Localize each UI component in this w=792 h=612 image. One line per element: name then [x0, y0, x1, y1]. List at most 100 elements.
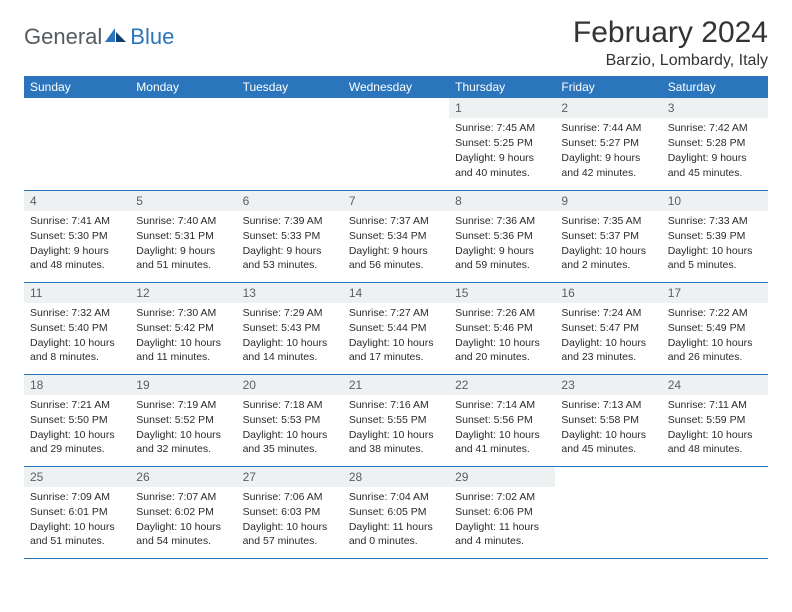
calendar-page: General Blue February 2024 Barzio, Lomba…: [0, 0, 792, 575]
calendar-cell: 23Sunrise: 7:13 AMSunset: 5:58 PMDayligh…: [555, 374, 661, 466]
calendar-head: SundayMondayTuesdayWednesdayThursdayFrid…: [24, 76, 768, 98]
calendar-cell: 18Sunrise: 7:21 AMSunset: 5:50 PMDayligh…: [24, 374, 130, 466]
sunrise-text: Sunrise: 7:32 AM: [30, 306, 124, 320]
sunrise-text: Sunrise: 7:35 AM: [561, 214, 655, 228]
sunset-text: Sunset: 5:53 PM: [243, 413, 337, 427]
calendar-cell: 3Sunrise: 7:42 AMSunset: 5:28 PMDaylight…: [662, 98, 768, 190]
calendar-cell: [662, 466, 768, 558]
day-number: 19: [130, 375, 236, 395]
sunrise-text: Sunrise: 7:21 AM: [30, 398, 124, 412]
day-detail: Sunrise: 7:30 AMSunset: 5:42 PMDaylight:…: [130, 303, 236, 370]
sunset-text: Sunset: 5:50 PM: [30, 413, 124, 427]
day-detail: Sunrise: 7:13 AMSunset: 5:58 PMDaylight:…: [555, 395, 661, 462]
daylight-text: Daylight: 9 hours and 59 minutes.: [455, 244, 549, 272]
day-detail: Sunrise: 7:33 AMSunset: 5:39 PMDaylight:…: [662, 211, 768, 278]
day-number: 5: [130, 191, 236, 211]
sunset-text: Sunset: 6:01 PM: [30, 505, 124, 519]
sunrise-text: Sunrise: 7:18 AM: [243, 398, 337, 412]
month-title: February 2024: [573, 16, 768, 50]
calendar-cell: 5Sunrise: 7:40 AMSunset: 5:31 PMDaylight…: [130, 190, 236, 282]
day-detail: Sunrise: 7:11 AMSunset: 5:59 PMDaylight:…: [662, 395, 768, 462]
calendar-cell: 22Sunrise: 7:14 AMSunset: 5:56 PMDayligh…: [449, 374, 555, 466]
day-detail: Sunrise: 7:24 AMSunset: 5:47 PMDaylight:…: [555, 303, 661, 370]
day-number: 24: [662, 375, 768, 395]
sunrise-text: Sunrise: 7:06 AM: [243, 490, 337, 504]
calendar-cell: 8Sunrise: 7:36 AMSunset: 5:36 PMDaylight…: [449, 190, 555, 282]
sunrise-text: Sunrise: 7:24 AM: [561, 306, 655, 320]
daylight-text: Daylight: 9 hours and 48 minutes.: [30, 244, 124, 272]
calendar-cell: 15Sunrise: 7:26 AMSunset: 5:46 PMDayligh…: [449, 282, 555, 374]
day-number: 15: [449, 283, 555, 303]
calendar-week: 4Sunrise: 7:41 AMSunset: 5:30 PMDaylight…: [24, 190, 768, 282]
daylight-text: Daylight: 10 hours and 2 minutes.: [561, 244, 655, 272]
sunrise-text: Sunrise: 7:42 AM: [668, 121, 762, 135]
day-number: 13: [237, 283, 343, 303]
calendar-cell: 10Sunrise: 7:33 AMSunset: 5:39 PMDayligh…: [662, 190, 768, 282]
daylight-text: Daylight: 10 hours and 5 minutes.: [668, 244, 762, 272]
sunrise-text: Sunrise: 7:45 AM: [455, 121, 549, 135]
sunset-text: Sunset: 5:55 PM: [349, 413, 443, 427]
calendar-week: 18Sunrise: 7:21 AMSunset: 5:50 PMDayligh…: [24, 374, 768, 466]
day-detail: Sunrise: 7:06 AMSunset: 6:03 PMDaylight:…: [237, 487, 343, 554]
day-detail: Sunrise: 7:35 AMSunset: 5:37 PMDaylight:…: [555, 211, 661, 278]
daylight-text: Daylight: 10 hours and 23 minutes.: [561, 336, 655, 364]
calendar-cell: 14Sunrise: 7:27 AMSunset: 5:44 PMDayligh…: [343, 282, 449, 374]
sunrise-text: Sunrise: 7:22 AM: [668, 306, 762, 320]
sunset-text: Sunset: 6:05 PM: [349, 505, 443, 519]
day-detail: Sunrise: 7:36 AMSunset: 5:36 PMDaylight:…: [449, 211, 555, 278]
daylight-text: Daylight: 9 hours and 53 minutes.: [243, 244, 337, 272]
sunset-text: Sunset: 5:43 PM: [243, 321, 337, 335]
day-detail: Sunrise: 7:09 AMSunset: 6:01 PMDaylight:…: [24, 487, 130, 554]
day-detail: Sunrise: 7:37 AMSunset: 5:34 PMDaylight:…: [343, 211, 449, 278]
day-number: 6: [237, 191, 343, 211]
day-number: 8: [449, 191, 555, 211]
sunset-text: Sunset: 6:02 PM: [136, 505, 230, 519]
sunset-text: Sunset: 5:49 PM: [668, 321, 762, 335]
sunrise-text: Sunrise: 7:09 AM: [30, 490, 124, 504]
sunset-text: Sunset: 6:06 PM: [455, 505, 549, 519]
day-number: 1: [449, 98, 555, 118]
day-number: 4: [24, 191, 130, 211]
day-detail: Sunrise: 7:18 AMSunset: 5:53 PMDaylight:…: [237, 395, 343, 462]
day-number: 9: [555, 191, 661, 211]
day-detail: Sunrise: 7:07 AMSunset: 6:02 PMDaylight:…: [130, 487, 236, 554]
day-number: 23: [555, 375, 661, 395]
day-number: 21: [343, 375, 449, 395]
daylight-text: Daylight: 10 hours and 20 minutes.: [455, 336, 549, 364]
calendar-week: 11Sunrise: 7:32 AMSunset: 5:40 PMDayligh…: [24, 282, 768, 374]
day-number: 20: [237, 375, 343, 395]
dow-header: Wednesday: [343, 76, 449, 98]
sunset-text: Sunset: 5:27 PM: [561, 136, 655, 150]
day-detail: Sunrise: 7:44 AMSunset: 5:27 PMDaylight:…: [555, 118, 661, 185]
calendar-cell: 4Sunrise: 7:41 AMSunset: 5:30 PMDaylight…: [24, 190, 130, 282]
calendar-cell: [343, 98, 449, 190]
calendar-cell: [24, 98, 130, 190]
brand-part1: General: [24, 24, 102, 50]
day-number: 16: [555, 283, 661, 303]
sunset-text: Sunset: 5:36 PM: [455, 229, 549, 243]
day-detail: Sunrise: 7:14 AMSunset: 5:56 PMDaylight:…: [449, 395, 555, 462]
sunset-text: Sunset: 5:42 PM: [136, 321, 230, 335]
day-number: 22: [449, 375, 555, 395]
sunset-text: Sunset: 5:44 PM: [349, 321, 443, 335]
brand-mark-icon: [104, 25, 128, 50]
sunrise-text: Sunrise: 7:41 AM: [30, 214, 124, 228]
day-detail: Sunrise: 7:22 AMSunset: 5:49 PMDaylight:…: [662, 303, 768, 370]
dow-header: Thursday: [449, 76, 555, 98]
day-detail: Sunrise: 7:32 AMSunset: 5:40 PMDaylight:…: [24, 303, 130, 370]
daylight-text: Daylight: 9 hours and 45 minutes.: [668, 151, 762, 179]
title-block: February 2024 Barzio, Lombardy, Italy: [573, 16, 768, 70]
daylight-text: Daylight: 9 hours and 40 minutes.: [455, 151, 549, 179]
sunset-text: Sunset: 5:39 PM: [668, 229, 762, 243]
day-number: 29: [449, 467, 555, 487]
day-number: 26: [130, 467, 236, 487]
calendar-cell: 27Sunrise: 7:06 AMSunset: 6:03 PMDayligh…: [237, 466, 343, 558]
sunrise-text: Sunrise: 7:16 AM: [349, 398, 443, 412]
sunset-text: Sunset: 5:40 PM: [30, 321, 124, 335]
header-row: General Blue February 2024 Barzio, Lomba…: [24, 16, 768, 70]
daylight-text: Daylight: 10 hours and 51 minutes.: [30, 520, 124, 548]
sunrise-text: Sunrise: 7:44 AM: [561, 121, 655, 135]
day-detail: Sunrise: 7:02 AMSunset: 6:06 PMDaylight:…: [449, 487, 555, 554]
calendar-cell: 6Sunrise: 7:39 AMSunset: 5:33 PMDaylight…: [237, 190, 343, 282]
day-detail: Sunrise: 7:04 AMSunset: 6:05 PMDaylight:…: [343, 487, 449, 554]
